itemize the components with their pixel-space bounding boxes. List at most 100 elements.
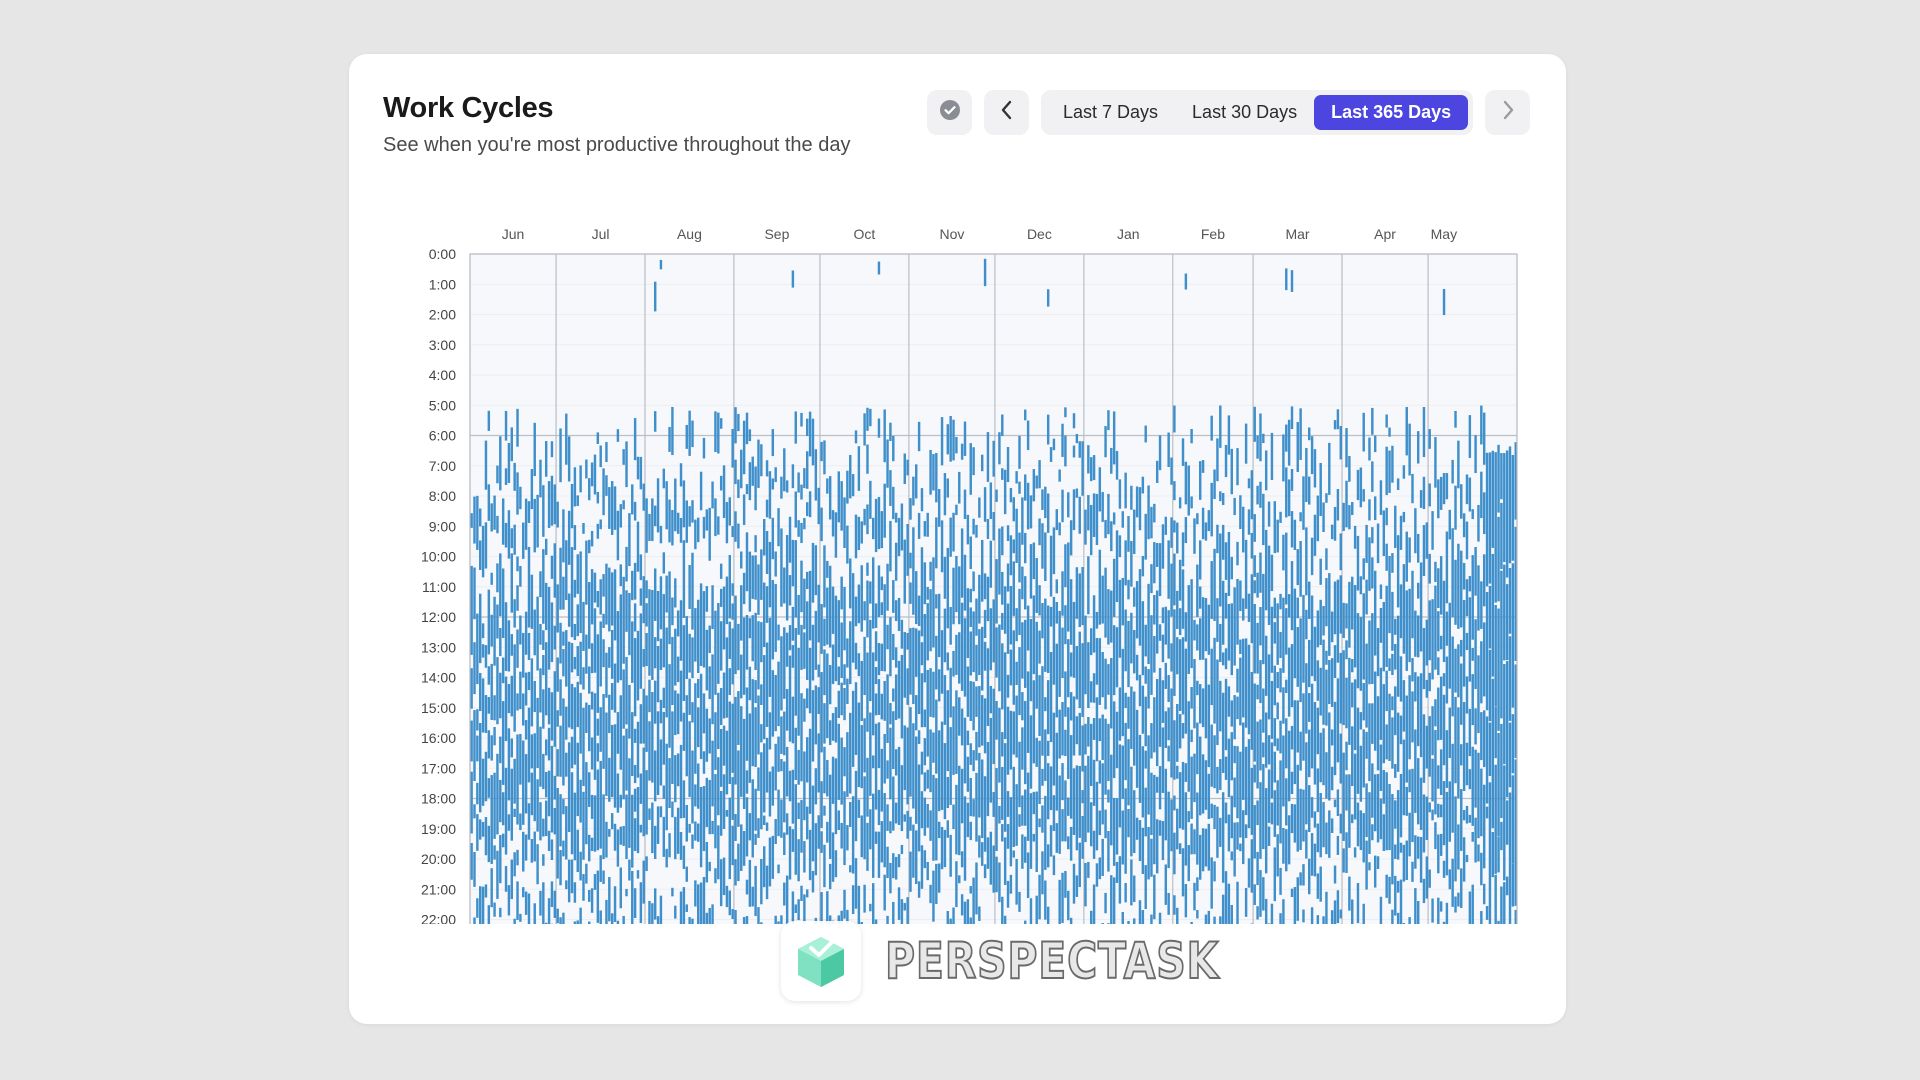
- range-last-7-days-button[interactable]: Last 7 Days: [1063, 101, 1159, 122]
- work-session-bar: [1313, 626, 1317, 682]
- work-session-bar: [550, 692, 554, 741]
- work-session-bar: [1431, 758, 1434, 802]
- work-session-bar: [1101, 652, 1104, 698]
- work-session-bar: [1006, 706, 1010, 775]
- work-session-bar: [539, 668, 542, 713]
- range-last-30-days-button[interactable]: Last 30 Days: [1192, 101, 1298, 122]
- range-last-365-days-button[interactable]: Last 365 Days: [1314, 94, 1469, 130]
- work-session-bar: [1267, 769, 1271, 823]
- work-session-bar: [553, 484, 557, 525]
- work-session-bar: [1439, 804, 1443, 818]
- work-session-bar: [843, 688, 846, 721]
- work-session-bar: [760, 752, 763, 830]
- work-session-bar: [1273, 847, 1277, 902]
- work-session-bar: [1170, 688, 1173, 778]
- work-session-bar: [846, 470, 849, 504]
- work-session-bar: [1084, 723, 1087, 755]
- work-session-bar: [585, 634, 588, 674]
- work-session-bar: [588, 889, 591, 902]
- work-session-bar: [1310, 797, 1314, 818]
- work-session-bar: [1431, 706, 1434, 756]
- work-session-bar: [958, 875, 961, 884]
- work-session-bar: [470, 771, 473, 834]
- work-session-bar: [969, 588, 972, 603]
- work-session-bar: [1144, 513, 1147, 560]
- work-session-bar: [556, 749, 559, 777]
- work-session-bar: [1439, 476, 1443, 510]
- work-session-bar: [762, 743, 766, 813]
- work-session-bar: [820, 831, 823, 853]
- work-session-bar: [1348, 581, 1351, 648]
- work-session-bar: [490, 735, 493, 761]
- work-session-bar: [800, 693, 803, 782]
- work-session-bar: [544, 800, 548, 837]
- work-session-bar: [1089, 681, 1093, 703]
- work-session-bar: [481, 644, 485, 658]
- work-session-bar: [780, 799, 783, 838]
- work-session-bar: [803, 894, 806, 928]
- work-session-bar: [1170, 643, 1173, 672]
- work-session-bar: [590, 737, 594, 770]
- work-session-bar: [1437, 897, 1440, 948]
- work-session-bar: [909, 628, 912, 695]
- work-session-bar: [785, 746, 789, 797]
- work-session-bar: [1087, 861, 1090, 878]
- work-session-bar: [1153, 595, 1156, 625]
- work-session-bar: [665, 743, 668, 831]
- work-session-bar: [648, 679, 651, 713]
- work-session-bar: [1112, 701, 1116, 779]
- work-session-bar: [550, 881, 554, 907]
- work-session-bar: [1230, 795, 1233, 839]
- work-session-bar: [963, 717, 967, 784]
- work-session-bar: [880, 511, 884, 549]
- work-session-bar: [978, 497, 981, 518]
- work-session-bar: [1224, 592, 1228, 619]
- work-session-bar: [1445, 730, 1449, 788]
- work-session-bar: [1078, 766, 1081, 838]
- work-session-bar: [1296, 422, 1299, 472]
- work-session-bar: [963, 796, 967, 881]
- y-tick-label: 15:00: [421, 700, 456, 716]
- work-session-bar: [705, 586, 709, 612]
- work-session-bar: [857, 702, 861, 788]
- work-session-bar: [559, 794, 562, 847]
- work-session-bar: [539, 802, 542, 841]
- work-session-bar: [1276, 519, 1279, 553]
- work-session-bar: [1488, 782, 1492, 929]
- previous-period-button[interactable]: [984, 89, 1029, 135]
- check-button[interactable]: [927, 89, 972, 135]
- work-session-bar: [1003, 469, 1007, 515]
- work-session-bar: [1239, 751, 1242, 838]
- work-session-bar: [556, 657, 559, 692]
- work-session-bar: [1092, 718, 1096, 740]
- work-session-bar: [1514, 526, 1517, 661]
- work-session-bar: [1236, 881, 1239, 926]
- work-session-bar: [1316, 707, 1320, 755]
- work-session-bar: [1371, 557, 1374, 589]
- work-session-bar: [1362, 489, 1365, 502]
- work-session-bar: [1164, 768, 1168, 841]
- work-session-bar: [920, 642, 924, 666]
- work-session-bar: [588, 581, 591, 649]
- work-session-bar: [1219, 680, 1222, 732]
- next-period-button[interactable]: [1485, 89, 1531, 135]
- work-session-bar: [869, 712, 872, 796]
- work-session-bar: [1508, 446, 1512, 564]
- work-session-bar: [1319, 667, 1322, 716]
- work-session-bar: [1219, 817, 1222, 847]
- work-session-bar: [1006, 791, 1010, 817]
- work-session-bar: [814, 768, 818, 805]
- work-session-bar: [1084, 615, 1087, 695]
- work-session-bar: [983, 641, 987, 671]
- work-session-bar: [504, 410, 508, 441]
- work-session-bar: [1127, 620, 1130, 688]
- work-session-bar: [903, 632, 906, 698]
- work-session-bar: [762, 815, 766, 826]
- work-session-bar: [1049, 447, 1053, 462]
- work-session-bar: [757, 564, 760, 615]
- work-session-bar: [593, 795, 597, 852]
- work-session-bar: [533, 498, 536, 553]
- work-session-bar: [1067, 492, 1070, 518]
- work-session-bar: [760, 684, 763, 706]
- work-session-bar: [1084, 863, 1087, 907]
